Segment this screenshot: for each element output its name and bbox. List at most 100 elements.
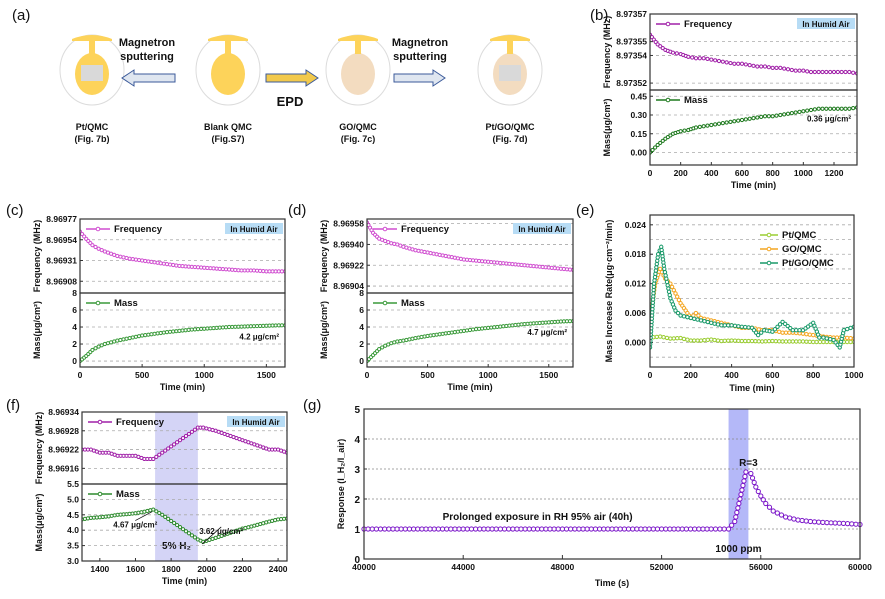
series-pt-qmc-point xyxy=(671,336,676,341)
frequency-series-group xyxy=(80,229,285,274)
legend-label-mass: Mass xyxy=(401,298,425,309)
mass-series-point xyxy=(697,124,702,129)
frequency-series-point xyxy=(709,57,714,62)
plot-frame-bottom xyxy=(81,483,288,562)
legend-label-frequency: Frequency xyxy=(114,224,163,235)
series-pt-qmc-point xyxy=(736,338,741,344)
series-pt-go-qmc-point xyxy=(817,335,822,340)
response-series-point xyxy=(526,526,532,532)
legend-marker-mass xyxy=(382,300,388,306)
y-tick-label: 8.96916 xyxy=(48,463,79,473)
arrow-label-line1: Magnetron xyxy=(119,37,176,49)
frequency-series-point xyxy=(785,67,791,72)
response-series-point xyxy=(770,508,776,514)
x-tick-label: 500 xyxy=(135,370,149,380)
series-pt-go-qmc-point xyxy=(770,329,775,334)
mass-series-point xyxy=(177,525,183,530)
frequency-series-point xyxy=(793,68,798,73)
y-tick-label: 1 xyxy=(354,525,360,536)
series-pt-qmc-point xyxy=(800,339,806,344)
frequency-series-point xyxy=(828,69,833,75)
frequency-series-point xyxy=(747,63,752,68)
frequency-series-point xyxy=(816,69,821,75)
legend-label-mass: Mass xyxy=(114,298,138,309)
y-tick-label: 3 xyxy=(354,465,360,476)
response-series-point xyxy=(760,497,766,503)
mass-series-point xyxy=(739,117,745,123)
x-tick-label: 600 xyxy=(735,168,749,178)
response-series-point xyxy=(402,526,408,532)
x-axis-label: Time (min) xyxy=(160,382,205,392)
frequency-series-point xyxy=(674,51,679,56)
x-tick-label: 1500 xyxy=(257,370,276,380)
mass-series-point xyxy=(682,128,687,133)
response-series-point xyxy=(464,526,470,532)
series-go-qmc-point xyxy=(811,332,816,338)
frequency-series-point xyxy=(762,64,768,69)
shaded-region xyxy=(728,409,749,559)
frequency-series-point xyxy=(183,433,189,439)
response-series-point xyxy=(725,526,732,532)
mass-series-point xyxy=(851,106,856,111)
mass-series-point xyxy=(693,125,699,130)
response-series-point xyxy=(514,526,520,532)
series-pt-qmc-point xyxy=(848,339,853,345)
response-series-point xyxy=(382,526,388,532)
mass-series-point xyxy=(762,114,768,119)
response-series-point xyxy=(460,526,466,532)
series-pt-go-qmc-point xyxy=(794,328,799,333)
series-pt-qmc-point xyxy=(729,338,734,343)
qmc-figure-ref: (Fig. 7c) xyxy=(341,134,376,144)
mass-series-point xyxy=(839,106,844,111)
humid-air-badge xyxy=(513,223,571,234)
frequency-series-point xyxy=(739,61,745,66)
response-series-point xyxy=(419,526,425,532)
panel-label-a: (a) xyxy=(12,7,30,24)
response-series-point xyxy=(828,520,834,526)
frequency-series-point xyxy=(697,56,702,61)
x-tick-label: 2400 xyxy=(269,564,288,574)
mass-series-point xyxy=(157,510,162,516)
series-pt-go-qmc-point xyxy=(675,310,681,316)
response-series-point xyxy=(588,526,594,532)
x-tick-label: 44000 xyxy=(451,562,475,572)
frequency-series-point xyxy=(686,54,691,59)
series-pt-qmc-point xyxy=(777,339,782,344)
mass-series-point xyxy=(186,531,192,536)
frequency-series-point xyxy=(154,454,159,459)
frequency-series-point xyxy=(820,69,825,75)
response-series-point xyxy=(439,526,446,532)
y-tick-label: 0.30 xyxy=(630,110,647,120)
response-series-point xyxy=(365,526,371,532)
series-go-qmc-point xyxy=(658,266,663,272)
series-pt-qmc-point xyxy=(790,339,795,344)
frequency-series-group xyxy=(367,220,573,272)
response-series-point xyxy=(415,526,421,532)
electrode-lead-overlay xyxy=(507,40,513,54)
frequency-series-point xyxy=(180,435,186,441)
frequency-series-point xyxy=(824,69,829,75)
response-series-point xyxy=(663,526,669,532)
response-series-point xyxy=(783,514,789,520)
frequency-series-point xyxy=(801,68,806,73)
response-series-point xyxy=(642,526,648,532)
y-axis-label-mass: Mass(μg/cm²) xyxy=(34,493,44,551)
legend-marker-frequency xyxy=(382,226,388,232)
mass-final-annotation: 0.36 μg/cm² xyxy=(807,115,851,124)
y-tick-label: 8.96922 xyxy=(333,260,364,270)
series-pt-go-qmc-point xyxy=(732,323,738,329)
response-series-point xyxy=(485,526,491,532)
series-pt-go-qmc-point xyxy=(702,319,707,324)
mass-series-point xyxy=(90,347,95,353)
y-tick-label: 2 xyxy=(359,339,364,349)
pt-layer xyxy=(499,65,521,81)
x-tick-label: 60000 xyxy=(848,562,872,572)
response-series-point xyxy=(398,526,404,532)
series-pt-qmc-point xyxy=(794,339,799,344)
x-axis-label: Time (s) xyxy=(595,578,629,588)
mass-series-point xyxy=(736,118,741,123)
series-go-qmc-point xyxy=(780,330,785,335)
qmc-figure-ref: (Fig. 7b) xyxy=(75,134,110,144)
y-axis-label-frequency: Frequency (MHz) xyxy=(319,220,329,293)
